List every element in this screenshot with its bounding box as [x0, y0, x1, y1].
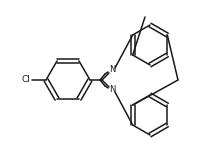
Text: N: N [109, 86, 115, 94]
Text: N: N [109, 66, 115, 75]
Text: Cl: Cl [21, 76, 30, 84]
